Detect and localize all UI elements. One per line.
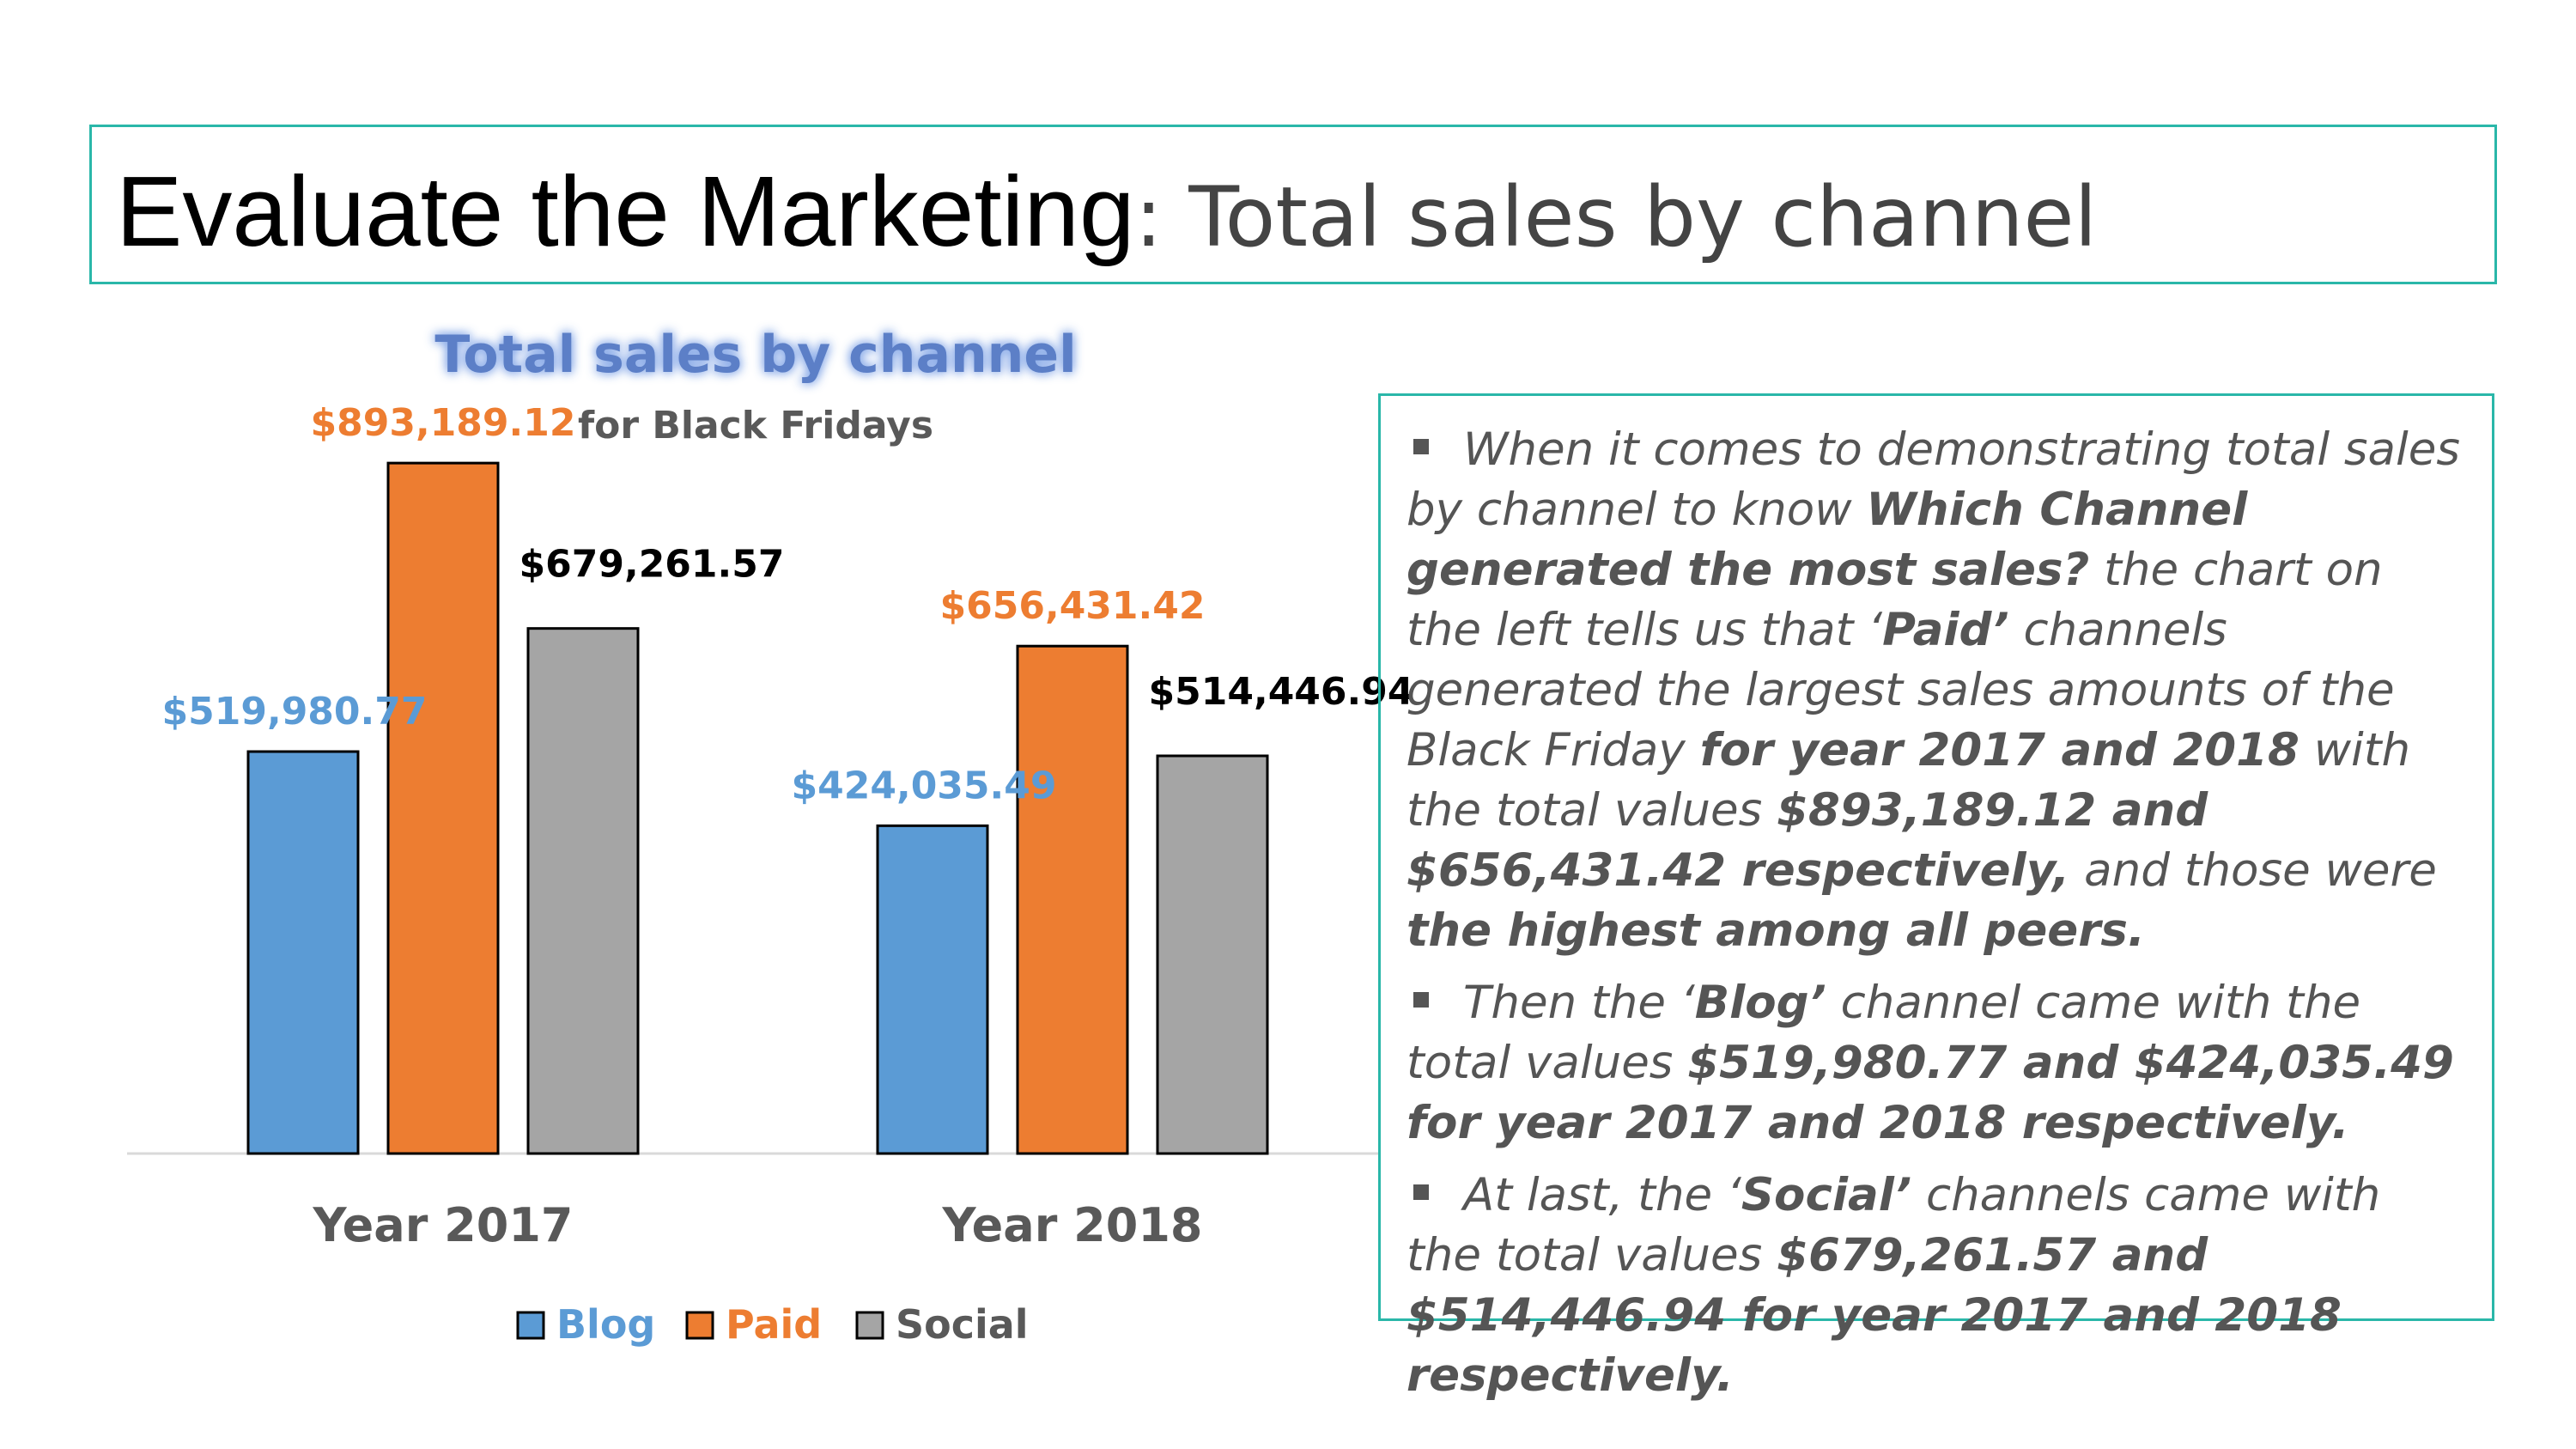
data-label-social-1: $679,261.57: [519, 543, 785, 587]
insight-text-run: $679,261.57 and $514,446.94 for year 201…: [1406, 1229, 2342, 1402]
insight-text-run: Social’: [1741, 1169, 1912, 1221]
insight-text-run: $519,980.77 and $424,035.49 for year 201…: [1406, 1037, 2454, 1149]
chart-subtitle: for Black Fridays: [578, 404, 933, 447]
bullet-icon: [1413, 1184, 1429, 1201]
insight-text-run: At last, the ‘: [1463, 1169, 1741, 1221]
category-label: Year 2017: [313, 1198, 574, 1252]
bullet-icon: [1413, 439, 1429, 455]
data-label-social-2: $514,446.94: [1149, 670, 1414, 714]
insight-text-run: $893,189.12 and $656,431.42 respectively…: [1406, 784, 2208, 897]
category-labels-group: Year 2017 Year 2018: [313, 1198, 1203, 1252]
bar-social-1: [526, 627, 640, 1155]
insights-panel: When it comes to demonstrating total sal…: [1378, 393, 2494, 1402]
insight-paragraph-3: At last, the ‘Social’ channels came with…: [1406, 1166, 2468, 1406]
legend-label-blog: Blog: [556, 1301, 655, 1348]
insight-text-run: Then the ‘: [1463, 977, 1695, 1029]
legend-label-social: Social: [896, 1301, 1029, 1348]
legend: Blog Paid Social: [516, 1301, 1029, 1348]
insight-text-run: for year 2017 and 2018: [1699, 724, 2300, 776]
bar-blog-2: [876, 824, 989, 1155]
data-label-blog-2: $424,035.49: [792, 764, 1057, 807]
data-label-blog-1: $519,980.77: [162, 690, 428, 734]
chart-title: Total sales by channel: [434, 325, 1076, 385]
insight-text-run: Blog’: [1694, 977, 1826, 1029]
bar-paid-2: [1016, 644, 1129, 1155]
slide-title-main: Evaluate the Marketing: [116, 155, 1135, 267]
insight-text-run: Paid’: [1882, 604, 2009, 656]
bar-labels-group: $519,980.77 $893,189.12 $679,261.57 $424,03…: [162, 401, 1414, 807]
legend-swatch-paid: [685, 1311, 714, 1340]
insight-text-run: the highest among all peers.: [1406, 904, 2146, 957]
legend-label-paid: Paid: [726, 1301, 822, 1348]
category-label: Year 2018: [942, 1198, 1203, 1252]
bar-paid-1: [386, 461, 500, 1155]
slide-title-box: Evaluate the Marketing: Total sales by c…: [89, 125, 2497, 284]
legend-swatch-social: [855, 1311, 884, 1340]
insight-paragraph-2: Then the ‘Blog’ channel came with the to…: [1406, 973, 2468, 1154]
insight-text-run: the chart on the left tells us that ‘: [1406, 544, 2383, 656]
slide-title: Evaluate the Marketing: Total sales by c…: [116, 161, 2097, 261]
bar-social-2: [1156, 754, 1269, 1155]
slide-title-sub: : Total sales by channel: [1134, 169, 2098, 265]
legend-swatch-blog: [516, 1311, 545, 1340]
bar-blog-1: [246, 750, 360, 1155]
data-label-paid-2: $656,431.42: [940, 584, 1206, 628]
insight-text-run: channels generated the largest sales amo…: [1406, 604, 2395, 776]
bullet-icon: [1413, 992, 1429, 1008]
insight-text-run: Which Channel generated the most sales?: [1406, 484, 2248, 596]
insight-paragraph-1: When it comes to demonstrating total sal…: [1406, 420, 2468, 961]
insight-text-run: channel came with the total values: [1406, 977, 2361, 1089]
insight-text-run: and those were: [2069, 844, 2437, 897]
insight-text-run: with the total values: [1406, 724, 2411, 837]
insight-text-run: When it comes to demonstrating total sal…: [1406, 423, 2460, 536]
bars-group: [246, 461, 1269, 1155]
insight-text-run: channels came with the total values: [1406, 1169, 2381, 1282]
data-label-paid-1: $893,189.12: [311, 401, 576, 445]
